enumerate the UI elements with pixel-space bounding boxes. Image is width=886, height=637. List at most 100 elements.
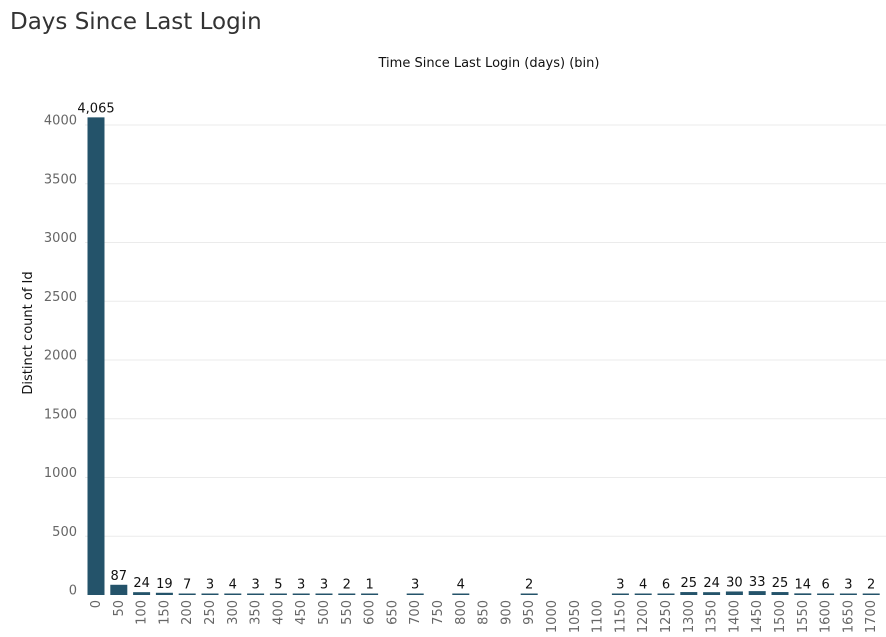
bar[interactable] bbox=[657, 593, 675, 596]
bar[interactable] bbox=[110, 584, 128, 595]
data-label: 3 bbox=[844, 578, 852, 593]
bar[interactable] bbox=[338, 593, 356, 596]
data-label: 24 bbox=[133, 576, 150, 591]
x-tick-label: 1050 bbox=[568, 600, 583, 633]
bar[interactable] bbox=[178, 593, 196, 596]
bar[interactable] bbox=[269, 593, 287, 596]
x-tick-label: 200 bbox=[180, 600, 195, 625]
y-axis-label: Distinct count of Id bbox=[21, 271, 36, 394]
bar[interactable] bbox=[452, 593, 470, 596]
bar[interactable] bbox=[634, 593, 652, 596]
bar[interactable] bbox=[748, 591, 766, 595]
bar[interactable] bbox=[839, 593, 857, 596]
bar[interactable] bbox=[292, 593, 310, 596]
x-tick-label: 1250 bbox=[659, 600, 674, 633]
bar[interactable] bbox=[315, 593, 333, 596]
x-tick-label: 350 bbox=[249, 600, 264, 625]
data-label: 19 bbox=[156, 577, 173, 592]
y-tick-label: 1500 bbox=[44, 407, 77, 422]
x-tick-label: 1550 bbox=[796, 600, 811, 633]
y-tick-label: 3500 bbox=[44, 172, 77, 187]
x-tick-label: 800 bbox=[454, 600, 469, 625]
x-tick-label: 1700 bbox=[864, 600, 879, 633]
y-tick-label: 0 bbox=[69, 584, 77, 599]
x-tick-label: 750 bbox=[431, 600, 446, 625]
data-label: 4 bbox=[457, 578, 465, 593]
data-label: 6 bbox=[821, 578, 829, 593]
y-tick-label: 1000 bbox=[44, 466, 77, 481]
y-tick-label: 500 bbox=[52, 525, 77, 540]
data-label: 7 bbox=[183, 578, 191, 593]
x-tick-label: 850 bbox=[477, 600, 492, 625]
bar[interactable] bbox=[862, 593, 880, 596]
bar[interactable] bbox=[87, 117, 105, 596]
bar[interactable] bbox=[133, 592, 151, 595]
x-tick-label: 450 bbox=[294, 600, 309, 625]
y-tick-label: 2000 bbox=[44, 349, 77, 364]
chart-title: Time Since Last Login (days) (bin) bbox=[378, 56, 600, 71]
bar[interactable] bbox=[406, 593, 424, 596]
x-tick-label: 1150 bbox=[613, 600, 628, 633]
x-tick-label: 1650 bbox=[841, 600, 856, 633]
bar[interactable] bbox=[361, 593, 379, 596]
x-tick-label: 250 bbox=[203, 600, 218, 625]
x-tick-label: 1600 bbox=[819, 600, 834, 633]
data-label: 25 bbox=[681, 576, 698, 591]
data-label: 30 bbox=[726, 575, 743, 590]
x-tick-label: 1100 bbox=[591, 600, 606, 633]
bar[interactable] bbox=[155, 592, 173, 595]
y-axis-ticks: 0 500 1000 1500 2000 2500 3000 3500 4000 bbox=[44, 114, 77, 599]
x-tick-label: 700 bbox=[408, 600, 423, 625]
y-tick-label: 4000 bbox=[44, 114, 77, 129]
x-tick-label: 1350 bbox=[705, 600, 720, 633]
bar[interactable] bbox=[201, 593, 219, 596]
x-tick-label: 900 bbox=[499, 600, 514, 625]
bars bbox=[87, 117, 880, 596]
bar[interactable] bbox=[611, 593, 629, 596]
data-label: 3 bbox=[616, 578, 624, 593]
x-tick-label: 50 bbox=[112, 600, 127, 617]
x-tick-label: 500 bbox=[317, 600, 332, 625]
x-axis-ticks: 0 50 100 150 200 250 300 350 400 450 500 550 600 650 7… bbox=[89, 600, 879, 633]
bar[interactable] bbox=[771, 592, 789, 595]
x-tick-label: 150 bbox=[157, 600, 172, 625]
bar[interactable] bbox=[680, 592, 698, 595]
bar[interactable] bbox=[725, 591, 743, 595]
x-tick-label: 100 bbox=[135, 600, 150, 625]
y-tick-label: 3000 bbox=[44, 231, 77, 246]
bar[interactable] bbox=[817, 593, 835, 596]
data-label: 4 bbox=[229, 578, 237, 593]
x-tick-label: 400 bbox=[271, 600, 286, 625]
x-tick-label: 550 bbox=[340, 600, 355, 625]
page-title: Days Since Last Login bbox=[10, 9, 262, 35]
bar[interactable] bbox=[247, 593, 265, 596]
x-tick-label: 1500 bbox=[773, 600, 788, 633]
x-tick-label: 950 bbox=[522, 600, 537, 625]
data-label: 1 bbox=[365, 578, 373, 593]
y-tick-label: 2500 bbox=[44, 290, 77, 305]
bar[interactable] bbox=[703, 592, 721, 595]
gridlines bbox=[85, 124, 886, 537]
bar[interactable] bbox=[794, 593, 812, 595]
x-tick-label: 300 bbox=[226, 600, 241, 625]
bar[interactable] bbox=[520, 593, 538, 596]
data-label: 2 bbox=[525, 578, 533, 593]
data-label: 4 bbox=[639, 578, 647, 593]
data-label: 3 bbox=[320, 578, 328, 593]
data-label: 3 bbox=[411, 578, 419, 593]
x-tick-label: 1450 bbox=[750, 600, 765, 633]
data-label: 2 bbox=[343, 578, 351, 593]
data-label: 3 bbox=[251, 578, 259, 593]
data-label: 24 bbox=[703, 576, 720, 591]
x-tick-label: 1300 bbox=[682, 600, 697, 633]
data-label: 3 bbox=[297, 578, 305, 593]
data-label: 87 bbox=[111, 569, 128, 584]
bar[interactable] bbox=[224, 593, 242, 596]
x-tick-label: 650 bbox=[385, 600, 400, 625]
data-label: 5 bbox=[274, 578, 282, 593]
x-tick-label: 1200 bbox=[636, 600, 651, 633]
x-tick-label: 1000 bbox=[545, 600, 560, 633]
data-label: 14 bbox=[795, 577, 812, 592]
